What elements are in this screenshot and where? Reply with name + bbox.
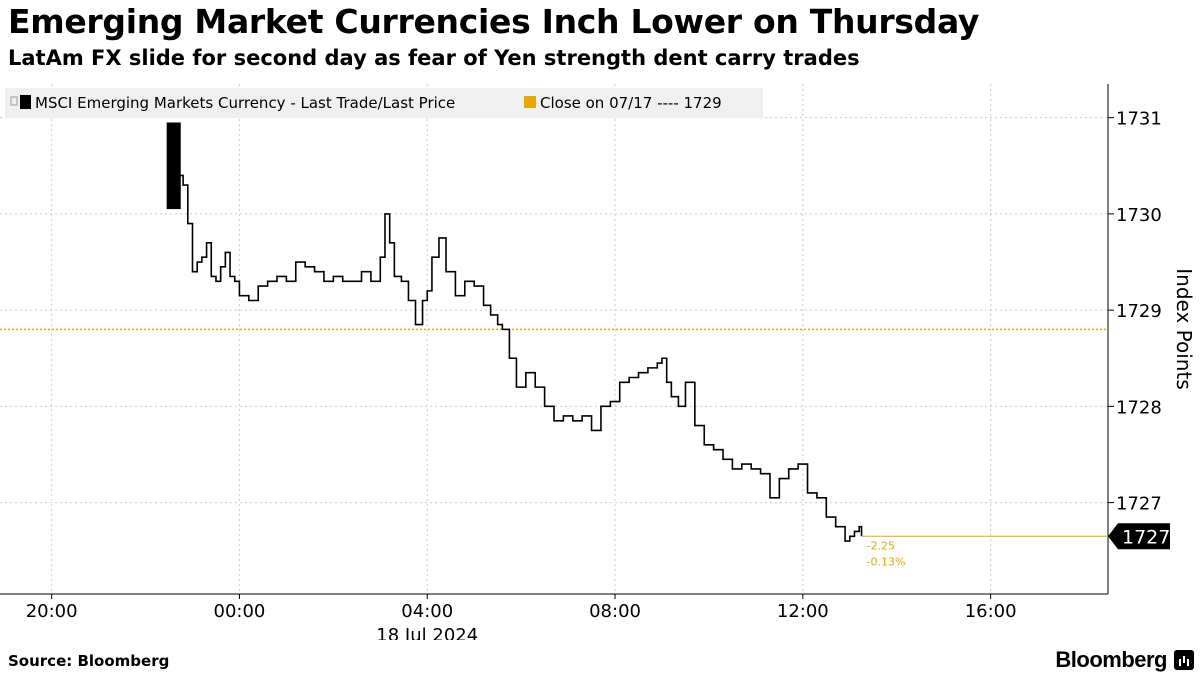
legend-series-handle-icon xyxy=(10,96,18,106)
x-tick-label: 04:00 xyxy=(401,601,453,622)
line-chart: 1727 1728 1729 1730 1731 20:00 00:00 04:00 08:00… xyxy=(0,84,1196,640)
x-tick-label: 12:00 xyxy=(777,601,829,622)
source-note: Source: Bloomberg xyxy=(8,652,170,670)
legend-series-swatch xyxy=(20,95,31,109)
bloomberg-terminal-icon xyxy=(1174,650,1194,670)
change-absolute-label: -2.25 xyxy=(867,539,895,552)
x-tick-label: 20:00 xyxy=(26,601,78,622)
x-tick-label: 08:00 xyxy=(589,601,641,622)
legend: MSCI Emerging Markets Currency - Last Tr… xyxy=(5,88,763,118)
series-line xyxy=(169,164,863,542)
change-percent-label: -0.13% xyxy=(867,555,906,568)
x-tick-label: 00:00 xyxy=(214,601,266,622)
legend-reference-label: Close on 07/17 ---- 1729 xyxy=(540,94,722,112)
brand-logo: Bloomberg xyxy=(1055,647,1167,672)
legend-reference-swatch xyxy=(524,96,536,108)
y-axis-label: Index Points xyxy=(1172,268,1196,390)
y-tick-label: 1730 xyxy=(1116,205,1162,226)
y-tick-label: 1729 xyxy=(1116,301,1162,322)
x-axis-label: 18 Jul 2024 xyxy=(376,625,478,640)
chart-subtitle: LatAm FX slide for second day as fear of… xyxy=(8,46,860,70)
y-tick-label: 1727 xyxy=(1116,494,1162,515)
legend-background xyxy=(5,88,763,118)
last-value-flag: 1727 xyxy=(1108,523,1170,550)
last-value-flag-box xyxy=(1108,523,1170,550)
last-value-label: 1727 xyxy=(1122,526,1170,548)
y-tick-label: 1728 xyxy=(1116,397,1162,418)
y-tick-label: 1731 xyxy=(1116,109,1162,130)
chart-title: Emerging Market Currencies Inch Lower on… xyxy=(8,2,980,41)
legend-series-label: MSCI Emerging Markets Currency - Last Tr… xyxy=(35,94,455,112)
x-tick-label: 16:00 xyxy=(965,601,1017,622)
